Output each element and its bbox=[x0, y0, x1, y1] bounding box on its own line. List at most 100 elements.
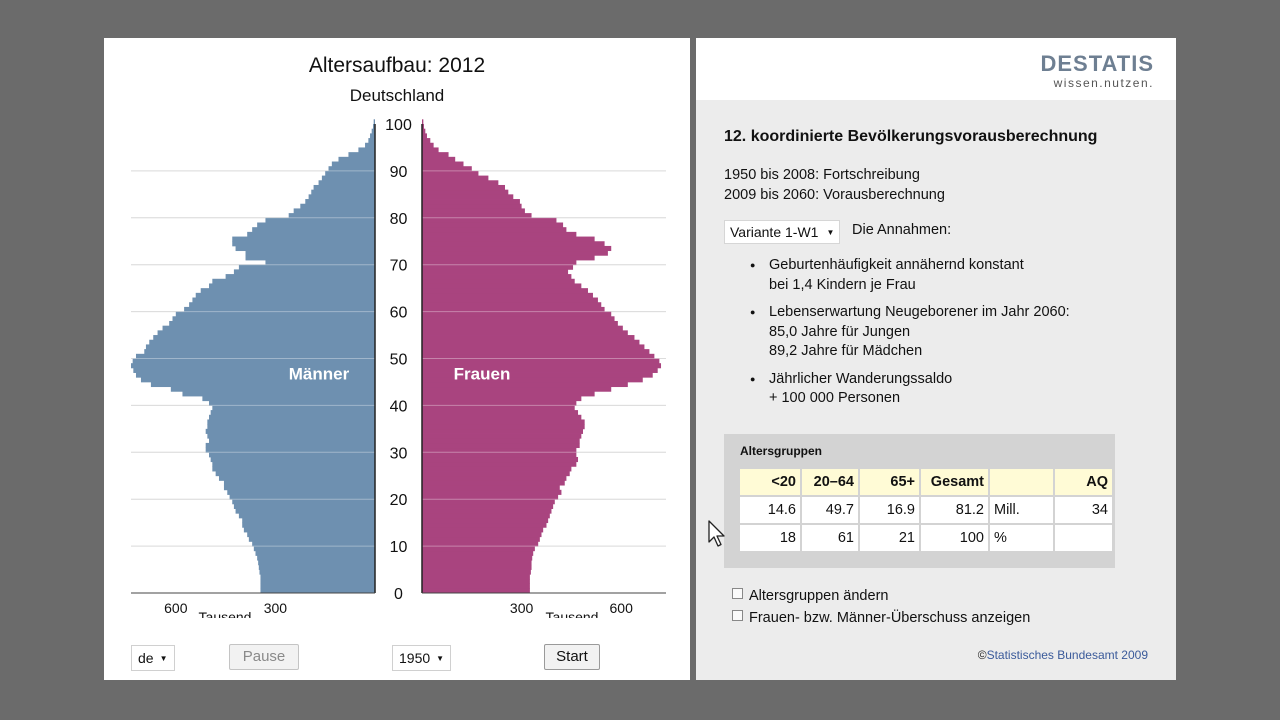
bar-women bbox=[422, 405, 575, 411]
bar-women bbox=[422, 489, 562, 495]
bar-men bbox=[313, 184, 375, 191]
bar-men bbox=[229, 494, 375, 500]
bar-men bbox=[260, 583, 375, 589]
bar-men bbox=[260, 574, 375, 580]
year-select[interactable]: 1950 ▼ bbox=[392, 645, 452, 671]
table-cell: 61 bbox=[802, 525, 858, 551]
change-age-groups-label: Altersgruppen ändern bbox=[749, 588, 889, 604]
bar-men bbox=[325, 170, 375, 176]
assumptions-list: Geburtenhäufigkeit annähernd konstant be… bbox=[750, 256, 1150, 417]
bar-women bbox=[422, 555, 533, 561]
copyright[interactable]: ©Statistisches Bundesamt 2009 bbox=[978, 648, 1148, 662]
bar-men bbox=[209, 283, 375, 289]
bar-men bbox=[209, 438, 375, 444]
bar-men bbox=[368, 138, 375, 144]
bar-women bbox=[422, 241, 605, 247]
x-tick-label-women: 300 bbox=[510, 600, 534, 616]
bar-men bbox=[311, 189, 375, 195]
bar-women bbox=[422, 391, 595, 397]
info-panel: DESTATIS wissen.nutzen. 12. koordinierte… bbox=[696, 38, 1176, 680]
table-cell: 16.9 bbox=[860, 497, 919, 523]
bar-women bbox=[422, 546, 535, 552]
bar-women bbox=[422, 456, 579, 463]
table-row: 14.6 49.7 16.9 81.2 Mill. 34 bbox=[740, 497, 1112, 523]
bar-women bbox=[422, 414, 582, 420]
series-label-women: Frauen bbox=[454, 365, 511, 384]
pause-button[interactable]: Pause bbox=[229, 644, 299, 670]
bar-men bbox=[370, 133, 375, 139]
bar-women bbox=[422, 583, 530, 589]
bar-women bbox=[422, 133, 427, 139]
bar-women bbox=[422, 461, 577, 467]
bar-women bbox=[422, 569, 531, 575]
bar-women bbox=[422, 358, 660, 364]
bar-men bbox=[245, 255, 375, 261]
bar-women bbox=[422, 574, 530, 580]
bar-men bbox=[265, 260, 375, 266]
bar-women bbox=[422, 503, 554, 509]
bar-women bbox=[422, 250, 608, 256]
bar-men bbox=[373, 119, 375, 125]
bar-men bbox=[232, 241, 375, 247]
bar-men bbox=[252, 227, 375, 233]
change-age-groups-option[interactable]: Altersgruppen ändern bbox=[732, 588, 888, 604]
bar-women bbox=[422, 227, 567, 233]
bullet-line: Lebenserwartung Neugeborener im Jahr 206… bbox=[769, 304, 1070, 320]
bar-women bbox=[422, 508, 552, 514]
bar-women bbox=[422, 184, 505, 191]
checkbox[interactable] bbox=[732, 610, 743, 621]
bar-men bbox=[175, 311, 375, 317]
bar-women bbox=[422, 438, 580, 444]
table-cell: 81.2 bbox=[921, 497, 988, 523]
start-button[interactable]: Start bbox=[544, 644, 600, 670]
chevron-down-icon: ▼ bbox=[826, 228, 835, 238]
bar-men bbox=[162, 325, 375, 331]
age-groups-box: Altersgruppen <20 20–64 65+ Gesamt AQ 14… bbox=[724, 434, 1115, 568]
table-header-row: <20 20–64 65+ Gesamt AQ bbox=[740, 469, 1112, 495]
projection-heading: 12. koordinierte Bevölkerungsvorausberec… bbox=[724, 128, 1098, 145]
bar-men bbox=[328, 166, 375, 172]
bar-men bbox=[149, 339, 375, 345]
header-cell: Gesamt bbox=[921, 469, 988, 495]
table-cell: 18 bbox=[740, 525, 800, 551]
bar-women bbox=[422, 274, 572, 280]
bar-women bbox=[422, 311, 612, 317]
bullet-line: 85,0 Jahre für Jungen bbox=[769, 323, 911, 340]
bar-women bbox=[422, 410, 579, 416]
bar-women bbox=[422, 400, 577, 406]
bar-women bbox=[422, 288, 588, 294]
bar-women bbox=[422, 344, 645, 350]
bar-women bbox=[422, 339, 640, 345]
age-tick-label: 30 bbox=[390, 445, 408, 462]
age-tick-label: 80 bbox=[390, 211, 408, 228]
language-select[interactable]: de ▼ bbox=[131, 645, 175, 671]
bar-men bbox=[215, 471, 375, 477]
bar-women bbox=[422, 302, 602, 308]
age-tick-label: 100 bbox=[385, 117, 412, 134]
bar-men bbox=[131, 363, 375, 369]
bullet-line: bei 1,4 Kindern je Frau bbox=[769, 276, 916, 293]
bar-men bbox=[348, 152, 375, 158]
bar-men bbox=[248, 536, 375, 542]
bar-men bbox=[259, 569, 375, 575]
bar-men bbox=[184, 306, 375, 312]
logo-main: DESTATIS bbox=[1040, 51, 1154, 76]
bar-men bbox=[365, 142, 375, 148]
bar-women bbox=[422, 536, 540, 542]
bar-women bbox=[422, 532, 542, 538]
destatis-logo: DESTATIS wissen.nutzen. bbox=[1040, 51, 1154, 91]
chevron-down-icon: ▼ bbox=[159, 654, 168, 664]
variant-select[interactable]: Variante 1-W1 ▼ bbox=[724, 220, 841, 244]
bar-women bbox=[422, 325, 623, 331]
bar-women bbox=[422, 349, 650, 355]
bar-women bbox=[422, 147, 439, 153]
bar-men bbox=[258, 564, 375, 570]
checkbox[interactable] bbox=[732, 588, 743, 599]
bar-women bbox=[422, 560, 532, 566]
assumptions-label: Die Annahmen: bbox=[852, 222, 952, 238]
bar-men bbox=[207, 419, 375, 425]
bar-women bbox=[422, 161, 464, 167]
bar-men bbox=[265, 217, 375, 223]
bar-women bbox=[422, 471, 570, 477]
show-surplus-option[interactable]: Frauen- bzw. Männer-Überschuss anzeigen bbox=[732, 610, 1030, 626]
